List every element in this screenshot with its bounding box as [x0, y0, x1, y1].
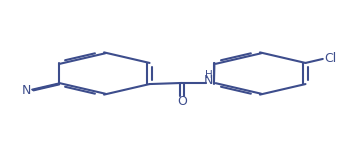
Text: Cl: Cl — [324, 52, 336, 65]
Text: O: O — [177, 95, 187, 108]
Text: N: N — [204, 74, 213, 87]
Text: N: N — [21, 83, 31, 97]
Text: H: H — [205, 70, 212, 80]
